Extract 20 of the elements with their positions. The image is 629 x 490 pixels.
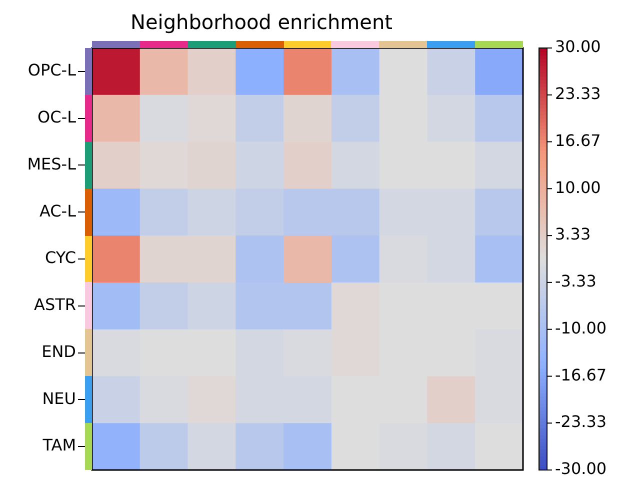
chart-title: Neighborhood enrichment [130,10,393,34]
color-bar-label: 3.33 [555,224,591,244]
y-tick-label: OPC-L [28,60,76,80]
color-bar-label: 16.67 [555,130,601,150]
color-bar-label: -3.33 [555,272,596,291]
y-tick-label: NEU [42,388,76,408]
y-tick-label: ASTR [34,295,76,314]
color-bar-label: -16.67 [555,365,607,384]
color-bar-label: -23.33 [555,412,607,432]
color-bar-label: 23.33 [555,84,601,104]
color-bar-label: -10.00 [555,318,607,338]
color-bar-label: 30.00 [555,37,601,56]
color-bar-label: -30.00 [555,459,607,478]
y-tick-label: AC-L [39,201,76,220]
color-bar-label: 10.00 [555,178,601,197]
y-tick-label: OC-L [38,107,76,126]
y-tick-label: MES-L [27,154,76,174]
y-tick-label: CYC [45,248,76,268]
y-tick-label: END [42,342,76,361]
y-tick-label: TAM [42,436,76,455]
